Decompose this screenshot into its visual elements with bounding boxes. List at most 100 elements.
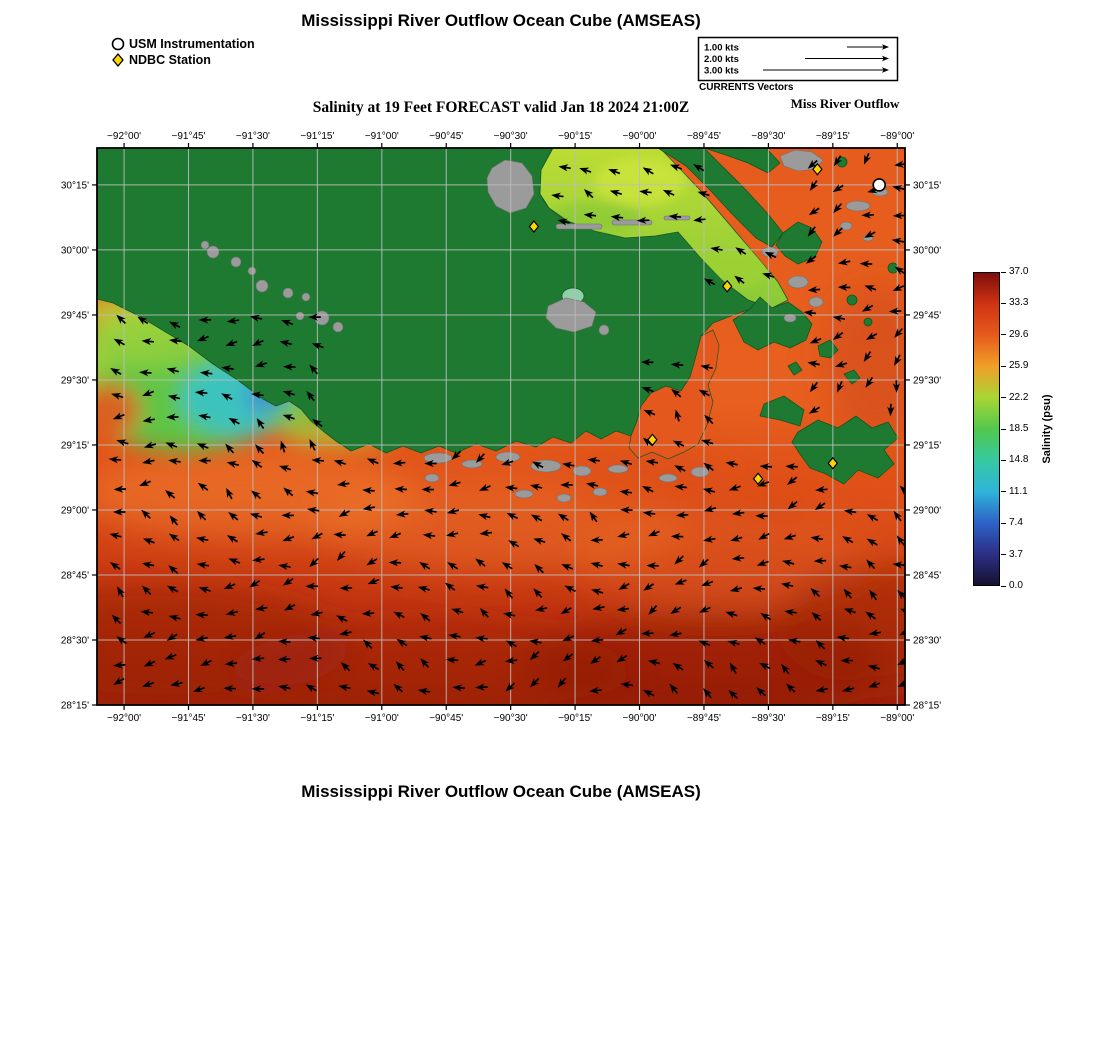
current-vector-arrow bbox=[669, 683, 679, 694]
current-vector-arrow bbox=[249, 579, 261, 588]
current-vector-arrow bbox=[249, 512, 263, 520]
current-vector-arrow bbox=[529, 483, 543, 491]
current-vector-arrow bbox=[815, 660, 827, 668]
current-vector-arrow bbox=[249, 314, 263, 322]
colorbar-tick-label: 33.3 bbox=[1009, 297, 1029, 309]
current-vector-arrow bbox=[887, 403, 895, 417]
current-vector-arrow bbox=[221, 393, 233, 402]
current-vector-arrow bbox=[339, 584, 353, 592]
current-vector-arrow bbox=[865, 376, 874, 388]
current-vector-arrow bbox=[199, 369, 213, 377]
current-vector-arrow bbox=[735, 247, 747, 256]
current-vector-arrow bbox=[252, 555, 265, 564]
colorbar-tick-mark bbox=[1001, 522, 1006, 524]
current-vector-arrow bbox=[278, 563, 291, 571]
current-vector-arrow bbox=[110, 368, 122, 376]
current-vector-arrow bbox=[198, 457, 211, 465]
svg-text:−90°15': −90°15' bbox=[558, 713, 592, 724]
current-vector-arrow bbox=[533, 588, 543, 598]
current-vector-arrow bbox=[279, 340, 292, 348]
colorbar-tick-mark bbox=[1001, 365, 1006, 367]
ndbc-station-marker bbox=[752, 472, 764, 486]
current-vector-arrow bbox=[758, 531, 770, 540]
current-vector-arrow bbox=[251, 459, 263, 469]
current-vector-arrow bbox=[893, 510, 903, 522]
svg-text:29°15': 29°15' bbox=[61, 440, 89, 451]
current-vector-arrow bbox=[757, 479, 770, 487]
current-vector-arrow bbox=[869, 589, 878, 601]
forecast-subtitle: Salinity at 19 Feet FORECAST valid Jan 1… bbox=[312, 99, 690, 116]
current-vector-arrow bbox=[393, 611, 405, 620]
current-vector-arrow bbox=[282, 577, 294, 586]
miss-river-outflow-label: Miss River Outflow bbox=[790, 96, 900, 111]
current-vector-arrow bbox=[864, 152, 872, 165]
current-vector-arrow bbox=[169, 337, 182, 345]
current-vector-arrow bbox=[648, 529, 660, 537]
current-vector-arrow bbox=[251, 391, 264, 399]
current-vector-arrow bbox=[143, 441, 157, 449]
current-vector-arrow bbox=[280, 440, 288, 453]
current-vector-arrow bbox=[226, 460, 239, 468]
current-vector-arrow bbox=[642, 167, 654, 176]
colorbar-tick-mark bbox=[1001, 271, 1006, 273]
current-vector-arrow bbox=[283, 602, 296, 611]
svg-text:29°15': 29°15' bbox=[913, 440, 941, 451]
current-vector-arrow bbox=[311, 531, 323, 540]
svg-text:29°45': 29°45' bbox=[913, 310, 941, 321]
current-vector-arrow bbox=[803, 309, 817, 317]
current-vector-arrow bbox=[755, 512, 768, 520]
current-vector-arrow bbox=[674, 555, 684, 565]
svg-text:−90°00': −90°00' bbox=[623, 131, 657, 142]
current-vector-arrow bbox=[394, 485, 407, 493]
land-overlay-layer bbox=[657, 148, 899, 485]
salinity-map: −92°00' −92°00' −91°45' −91°45' −91°30' −91°3… bbox=[61, 131, 941, 724]
current-vector-arrow bbox=[865, 611, 877, 620]
current-vector-arrow bbox=[703, 462, 714, 472]
current-vector-arrow bbox=[169, 321, 181, 330]
current-vector-arrow bbox=[333, 531, 346, 539]
current-vector-arrow bbox=[589, 686, 602, 694]
currents-vectors-label: CURRENTS Vectors bbox=[699, 82, 794, 93]
current-vector-arrow bbox=[165, 442, 178, 450]
current-vector-arrow bbox=[117, 586, 125, 598]
current-vector-arrow bbox=[309, 439, 317, 451]
current-vector-arrow bbox=[282, 534, 295, 542]
current-vector-arrow bbox=[170, 679, 183, 687]
current-vector-arrow bbox=[228, 558, 241, 566]
current-vector-arrow bbox=[840, 656, 854, 665]
current-vector-arrow bbox=[864, 285, 877, 293]
current-vector-arrow bbox=[255, 604, 268, 612]
current-vector-arrow bbox=[868, 629, 882, 637]
current-vector-arrow bbox=[703, 688, 712, 699]
current-vector-arrow bbox=[670, 532, 684, 541]
svg-text:30°00': 30°00' bbox=[61, 245, 89, 256]
current-vector-arrow bbox=[141, 509, 151, 519]
colorbar-tick-mark bbox=[1001, 459, 1006, 462]
current-vector-arrow bbox=[501, 562, 513, 571]
current-vector-arrow bbox=[228, 511, 239, 521]
current-vector-arrow bbox=[395, 661, 405, 672]
svg-text:29°45': 29°45' bbox=[61, 310, 89, 321]
current-vector-arrow bbox=[897, 679, 905, 687]
current-vector-arrow bbox=[142, 457, 155, 465]
current-vector-arrow bbox=[809, 336, 822, 344]
current-vector-arrow bbox=[504, 588, 514, 599]
usm-instrumentation-marker bbox=[872, 178, 887, 192]
figure-title-bottom: Mississippi River Outflow Ocean Cube (AM… bbox=[301, 782, 701, 801]
current-vector-arrow bbox=[697, 191, 710, 198]
current-vector-arrow bbox=[590, 536, 603, 544]
current-vector-arrow bbox=[196, 536, 209, 544]
current-vector-arrow bbox=[223, 581, 236, 589]
current-vector-arrow bbox=[807, 360, 820, 368]
current-vector-arrow bbox=[308, 313, 321, 321]
current-vector-arrow bbox=[619, 460, 633, 467]
current-vector-arrow bbox=[861, 303, 874, 312]
current-vector-arrow bbox=[505, 640, 518, 649]
current-vector-arrow bbox=[366, 557, 378, 566]
current-vector-arrow bbox=[759, 662, 771, 671]
current-vector-arrow bbox=[195, 611, 208, 619]
current-vector-arrow bbox=[421, 485, 434, 494]
current-vector-arrow bbox=[310, 609, 323, 617]
current-vector-arrow bbox=[139, 369, 152, 377]
current-vector-arrow bbox=[116, 636, 127, 645]
